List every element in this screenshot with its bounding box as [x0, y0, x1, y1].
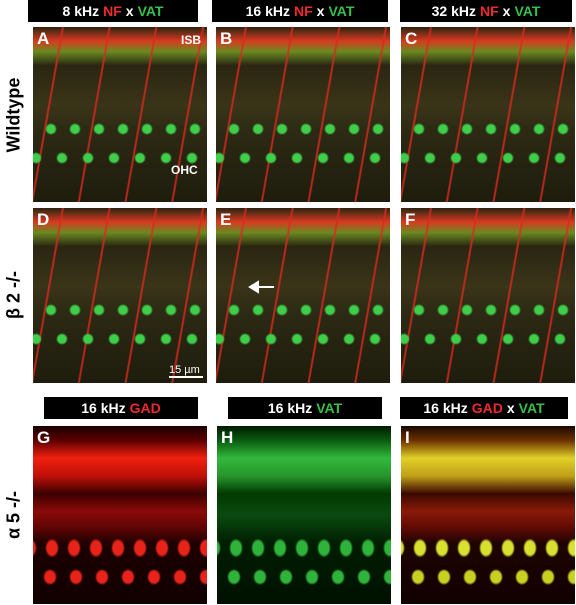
header-text: 16 kHz — [423, 400, 468, 416]
column-header: 16 kHz VAT — [228, 397, 382, 419]
header-text: VAT — [328, 3, 355, 19]
column-header: 32 kHz NF x VAT — [400, 0, 572, 22]
header-text: VAT — [137, 3, 164, 19]
header-text: x — [316, 3, 325, 19]
panel-letter: F — [405, 210, 416, 229]
panel: E — [215, 207, 391, 384]
header-text: GAD — [129, 400, 161, 416]
header-text: 16 kHz — [81, 400, 126, 416]
panel-letter: D — [37, 210, 50, 229]
panel: C — [400, 26, 576, 203]
header-text: 32 kHz — [431, 3, 476, 19]
header-text: VAT — [514, 3, 541, 19]
panel-letter: H — [221, 428, 234, 447]
header-text: 16 kHz — [267, 400, 313, 416]
panel-letter: E — [220, 210, 232, 229]
column-header: 16 kHz NF x VAT — [212, 0, 388, 22]
arrow — [248, 280, 274, 294]
annotation: OHC — [171, 163, 198, 177]
panel: D 15 µm — [32, 207, 208, 384]
panel: H — [216, 425, 392, 605]
row-label: β 2 -/- — [3, 271, 24, 319]
column-header: 16 kHz GAD — [44, 397, 198, 419]
header-text: 8 kHz — [62, 3, 100, 19]
header-text: VAT — [316, 400, 343, 416]
panel-letter: I — [405, 428, 410, 447]
row-label: Wildtype — [3, 77, 24, 153]
row-label: α 5 -/- — [3, 490, 24, 540]
column-header: 8 kHz NF x VAT — [28, 0, 198, 22]
scale-bar-label: 15 µm — [169, 364, 200, 376]
panel-letter: B — [220, 29, 233, 48]
scale-bar — [169, 376, 203, 378]
panel: F — [400, 207, 576, 384]
panel-letter: A — [37, 29, 50, 48]
header-text: VAT — [518, 400, 545, 416]
panel-letter: G — [37, 428, 51, 447]
header-text: NF — [479, 3, 499, 19]
header-text: NF — [293, 3, 313, 19]
header-text: x — [502, 3, 511, 19]
annotation: ISB — [181, 33, 202, 47]
header-text: GAD — [471, 400, 503, 416]
header-text: x — [506, 400, 515, 416]
header-text: x — [125, 3, 134, 19]
header-text: NF — [103, 3, 122, 19]
panel-letter: C — [405, 29, 418, 48]
header-text: 16 kHz — [245, 3, 290, 19]
panel: G — [32, 425, 208, 605]
panel: B — [215, 26, 391, 203]
panel: A ISB OHC — [32, 26, 208, 203]
panel: I — [400, 425, 576, 605]
column-header: 16 kHz GAD x VAT — [400, 397, 568, 419]
